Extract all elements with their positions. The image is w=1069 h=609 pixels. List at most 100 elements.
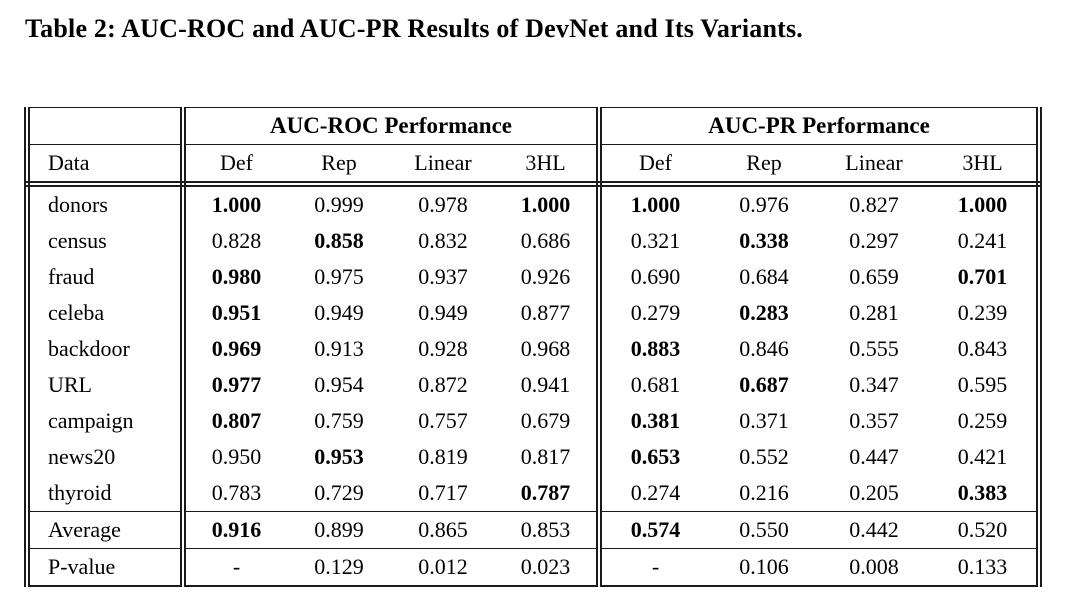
table-row: Average 0.916 0.899 0.865 0.853 0.574 0.550 0.4… [24, 511, 1043, 549]
data-cell: - [599, 548, 709, 587]
data-cell: 0.926 [495, 259, 602, 295]
data-cell: 0.899 [287, 511, 391, 549]
table-row: news20 0.950 0.953 0.819 0.817 0.653 0.552 0.44… [24, 439, 1043, 475]
data-cell: 0.949 [418, 300, 468, 325]
data-cell: 0.681 [630, 372, 681, 397]
data-cell: 0.106 [709, 548, 819, 587]
col-header-pr-linear: Linear [819, 144, 929, 187]
data-cell: 0.281 [849, 300, 899, 325]
data-cell: 0.555 [849, 336, 899, 361]
data-cell: 0.827 [849, 192, 899, 217]
data-cell: 0.259 [929, 403, 1043, 439]
table-row: URL 0.977 0.954 0.872 0.941 0.681 0.687 0.347 0.… [24, 367, 1043, 403]
data-cell: 0.729 [287, 475, 391, 512]
data-cell: 0.216 [709, 475, 819, 512]
data-cell: 0.008 [819, 548, 929, 587]
row-label: thyroid [24, 475, 186, 512]
data-cell: 0.941 [495, 367, 602, 403]
data-cell: 0.442 [819, 511, 929, 549]
table-row: donors 1.000 0.999 0.978 1.000 1.000 0.976 0.82… [24, 184, 1043, 223]
data-cell: 0.759 [314, 408, 364, 433]
table-row: P-value -0.129 0.012 0.023-0.106 0.008 0.133 [24, 548, 1043, 587]
data-cell: 0.843 [929, 331, 1043, 367]
table-row: celeba 0.951 0.949 0.949 0.877 0.279 0.283 0.28… [24, 295, 1043, 331]
col-header-roc-3hl: 3HL [495, 144, 602, 187]
data-cell: 1.000 [211, 192, 262, 217]
data-cell: 0.819 [418, 444, 468, 469]
corner-cell [24, 107, 186, 145]
group-header-auc-pr: AUC-PR Performance [599, 107, 1043, 145]
data-cell: 0.297 [849, 228, 899, 253]
data-cell: 0.550 [709, 511, 819, 549]
data-cell: 0.950 [211, 444, 262, 469]
data-cell: - [183, 548, 287, 587]
table-body: donors 1.000 0.999 0.978 1.000 1.000 0.976 0.82… [24, 184, 1043, 587]
data-cell: 0.653 [630, 444, 681, 469]
data-cell: 0.978 [418, 192, 468, 217]
data-cell: 0.977 [211, 372, 262, 397]
data-cell: 0.976 [739, 192, 789, 217]
data-cell: 0.975 [314, 264, 364, 289]
data-cell: 1.000 [929, 184, 1043, 223]
table-row: campaign 0.807 0.759 0.757 0.679 0.381 0.371 0.… [24, 403, 1043, 439]
data-cell: 0.552 [739, 444, 789, 469]
group-header-auc-roc: AUC-ROC Performance [183, 107, 602, 145]
row-header-data: Data [24, 144, 186, 187]
data-cell: 0.701 [929, 259, 1043, 295]
col-header-pr-3hl: 3HL [929, 144, 1043, 187]
data-cell: 0.968 [495, 331, 602, 367]
row-label: URL [24, 367, 186, 403]
col-header-pr-def: Def [599, 144, 709, 187]
data-cell: 0.937 [418, 264, 468, 289]
data-cell: 0.686 [495, 223, 602, 259]
data-cell: 0.846 [739, 336, 789, 361]
data-cell: 1.000 [630, 192, 681, 217]
col-header-pr-rep: Rep [709, 144, 819, 187]
row-label: census [24, 223, 186, 259]
table-caption: Table 2: AUC-ROC and AUC-PR Results of D… [25, 14, 803, 43]
data-cell: 0.520 [929, 511, 1043, 549]
row-label: P-value [24, 548, 186, 587]
data-cell: 0.023 [495, 548, 602, 587]
col-header-roc-linear: Linear [391, 144, 495, 187]
data-cell: 0.371 [739, 408, 789, 433]
data-cell: 0.928 [418, 336, 468, 361]
column-header-row: Data Def Rep Linear 3HL Def Rep Linear 3… [24, 144, 1043, 187]
row-label: news20 [24, 439, 186, 475]
data-cell: 0.757 [418, 408, 468, 433]
data-cell: 0.913 [314, 336, 364, 361]
data-cell: 0.999 [314, 192, 364, 217]
data-cell: 0.817 [495, 439, 602, 475]
data-cell: 0.012 [391, 548, 495, 587]
data-cell: 0.865 [391, 511, 495, 549]
data-cell: 0.969 [211, 336, 262, 361]
data-cell: 0.684 [739, 264, 789, 289]
table-row: census 0.828 0.858 0.832 0.686 0.321 0.338 0.29… [24, 223, 1043, 259]
data-cell: 0.239 [929, 295, 1043, 331]
row-label: celeba [24, 295, 186, 331]
row-label: campaign [24, 403, 186, 439]
data-cell: 0.951 [211, 300, 262, 325]
row-label: donors [24, 184, 186, 223]
results-table: AUC-ROC Performance AUC-PR Performance D… [24, 107, 1043, 587]
data-cell: 0.205 [819, 475, 929, 512]
data-cell: 0.283 [739, 300, 789, 325]
table-row: backdoor 0.969 0.913 0.928 0.968 0.883 0.846 0.… [24, 331, 1043, 367]
col-header-roc-def: Def [183, 144, 287, 187]
data-cell: 0.447 [849, 444, 899, 469]
data-cell: 0.338 [739, 228, 789, 253]
data-cell: 0.807 [211, 408, 262, 433]
data-cell: 0.858 [314, 228, 364, 253]
data-cell: 0.954 [314, 372, 364, 397]
row-label: fraud [24, 259, 186, 295]
data-cell: 0.687 [739, 372, 789, 397]
data-cell: 0.949 [314, 300, 364, 325]
data-cell: 0.595 [929, 367, 1043, 403]
data-cell: 0.953 [314, 444, 364, 469]
data-cell: 0.421 [929, 439, 1043, 475]
data-cell: 0.133 [929, 548, 1043, 587]
data-cell: 0.381 [630, 408, 681, 433]
data-cell: 1.000 [495, 184, 602, 223]
data-cell: 0.783 [183, 475, 287, 512]
data-cell: 0.347 [849, 372, 899, 397]
